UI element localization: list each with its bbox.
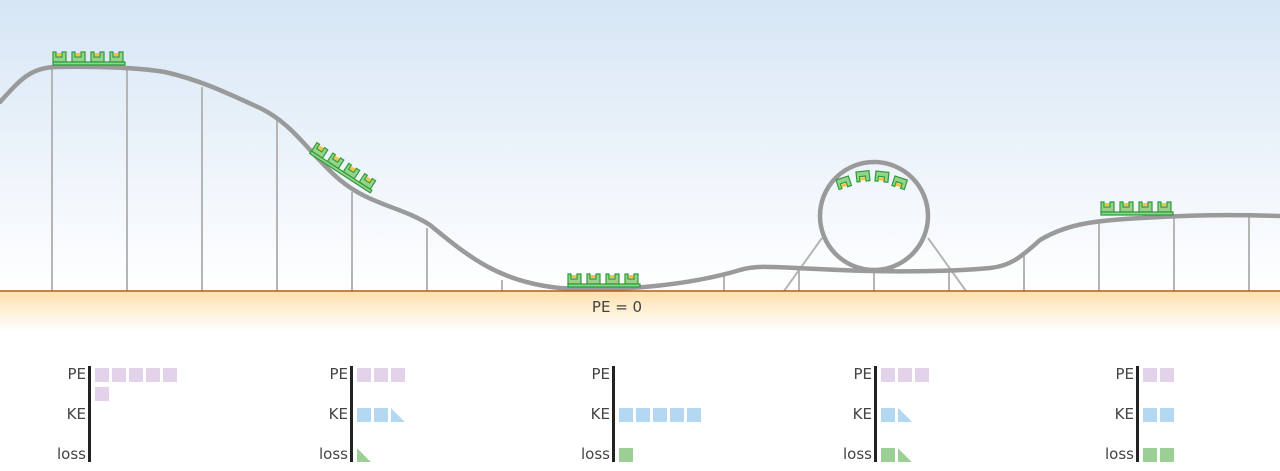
- track-loop: [817, 159, 931, 273]
- pe-block: [915, 368, 929, 382]
- ke-block: [357, 408, 371, 422]
- loss-row: loss: [12, 443, 192, 465]
- ke-blocks: [881, 408, 915, 422]
- loss-block: [1160, 448, 1174, 462]
- pe-block: [129, 368, 143, 382]
- panel-axis: [874, 366, 877, 462]
- ke-row: KE: [274, 403, 454, 425]
- ke-block: [619, 408, 633, 422]
- ke-row: KE: [536, 403, 716, 425]
- loss-block: [1143, 448, 1157, 462]
- ground-glow: [0, 291, 1280, 331]
- pe-label: PE: [853, 365, 872, 383]
- energy-panel-5: PE KE loss: [1060, 362, 1240, 466]
- pe-block: [95, 387, 109, 401]
- sky: [0, 0, 1280, 291]
- panel-axis: [350, 366, 353, 462]
- pe-block: [391, 368, 405, 382]
- track-supports: [51, 68, 1250, 292]
- loss-label: loss: [581, 445, 610, 463]
- loss-label: loss: [57, 445, 86, 463]
- ke-blocks: [357, 408, 408, 422]
- loss-row: loss: [1060, 443, 1240, 465]
- ke-label: KE: [852, 405, 872, 423]
- pe-row: PE: [274, 363, 454, 385]
- ke-half-block: [391, 408, 405, 422]
- pe-row: PE: [1060, 363, 1240, 385]
- loss-label: loss: [319, 445, 348, 463]
- ke-blocks: [1143, 408, 1177, 422]
- pe-row: PE: [12, 363, 192, 401]
- pe-blocks: [1143, 368, 1177, 382]
- pe-block: [163, 368, 177, 382]
- ke-row: KE: [1060, 403, 1240, 425]
- panel-axis: [612, 366, 615, 462]
- pe-blocks: [357, 368, 408, 382]
- pe-label: PE: [591, 365, 610, 383]
- ke-block: [881, 408, 895, 422]
- ke-block: [1160, 408, 1174, 422]
- energy-panel-1: PE KE loss: [12, 362, 192, 466]
- energy-panel-4: PE KE loss: [798, 362, 978, 466]
- pe-label: PE: [67, 365, 86, 383]
- pe-label: PE: [1115, 365, 1134, 383]
- loss-blocks: [881, 448, 915, 462]
- pe-block: [1143, 368, 1157, 382]
- ke-label: KE: [328, 405, 348, 423]
- loss-row: loss: [798, 443, 978, 465]
- ke-block: [374, 408, 388, 422]
- ke-label: KE: [66, 405, 86, 423]
- roller-coaster-scene: PE = 0: [0, 0, 1280, 331]
- loss-label: loss: [1105, 445, 1134, 463]
- panel-axis: [1136, 366, 1139, 462]
- loss-label: loss: [843, 445, 872, 463]
- ke-blocks: [619, 408, 704, 422]
- loss-block: [881, 448, 895, 462]
- pe-block: [357, 368, 371, 382]
- loss-blocks: [1143, 448, 1177, 462]
- ke-label: KE: [1114, 405, 1134, 423]
- pe-row: PE: [536, 363, 716, 385]
- pe-blocks: [881, 368, 932, 382]
- ke-block: [1143, 408, 1157, 422]
- pe-blocks: [95, 368, 192, 401]
- ke-label: KE: [590, 405, 610, 423]
- ground-label: PE = 0: [592, 298, 642, 316]
- energy-panel-2: PE KE loss: [274, 362, 454, 466]
- ke-block: [653, 408, 667, 422]
- pe-block: [1160, 368, 1174, 382]
- ke-row: KE: [798, 403, 978, 425]
- loss-blocks: [619, 448, 636, 462]
- pe-block: [898, 368, 912, 382]
- loss-half-block: [357, 448, 371, 462]
- pe-block: [374, 368, 388, 382]
- pe-row: PE: [798, 363, 978, 385]
- energy-panel-3: PE KE loss: [536, 362, 716, 466]
- ke-block: [670, 408, 684, 422]
- loss-row: loss: [536, 443, 716, 465]
- pe-block: [112, 368, 126, 382]
- pe-block: [881, 368, 895, 382]
- ke-block: [687, 408, 701, 422]
- pe-label: PE: [329, 365, 348, 383]
- pe-block: [95, 368, 109, 382]
- loss-half-block: [898, 448, 912, 462]
- loss-row: loss: [274, 443, 454, 465]
- track: [0, 64, 1280, 292]
- ke-row: KE: [12, 403, 192, 425]
- panel-axis: [88, 366, 91, 462]
- ke-block: [636, 408, 650, 422]
- ke-half-block: [898, 408, 912, 422]
- pe-block: [146, 368, 160, 382]
- loss-blocks: [357, 448, 374, 462]
- loss-block: [619, 448, 633, 462]
